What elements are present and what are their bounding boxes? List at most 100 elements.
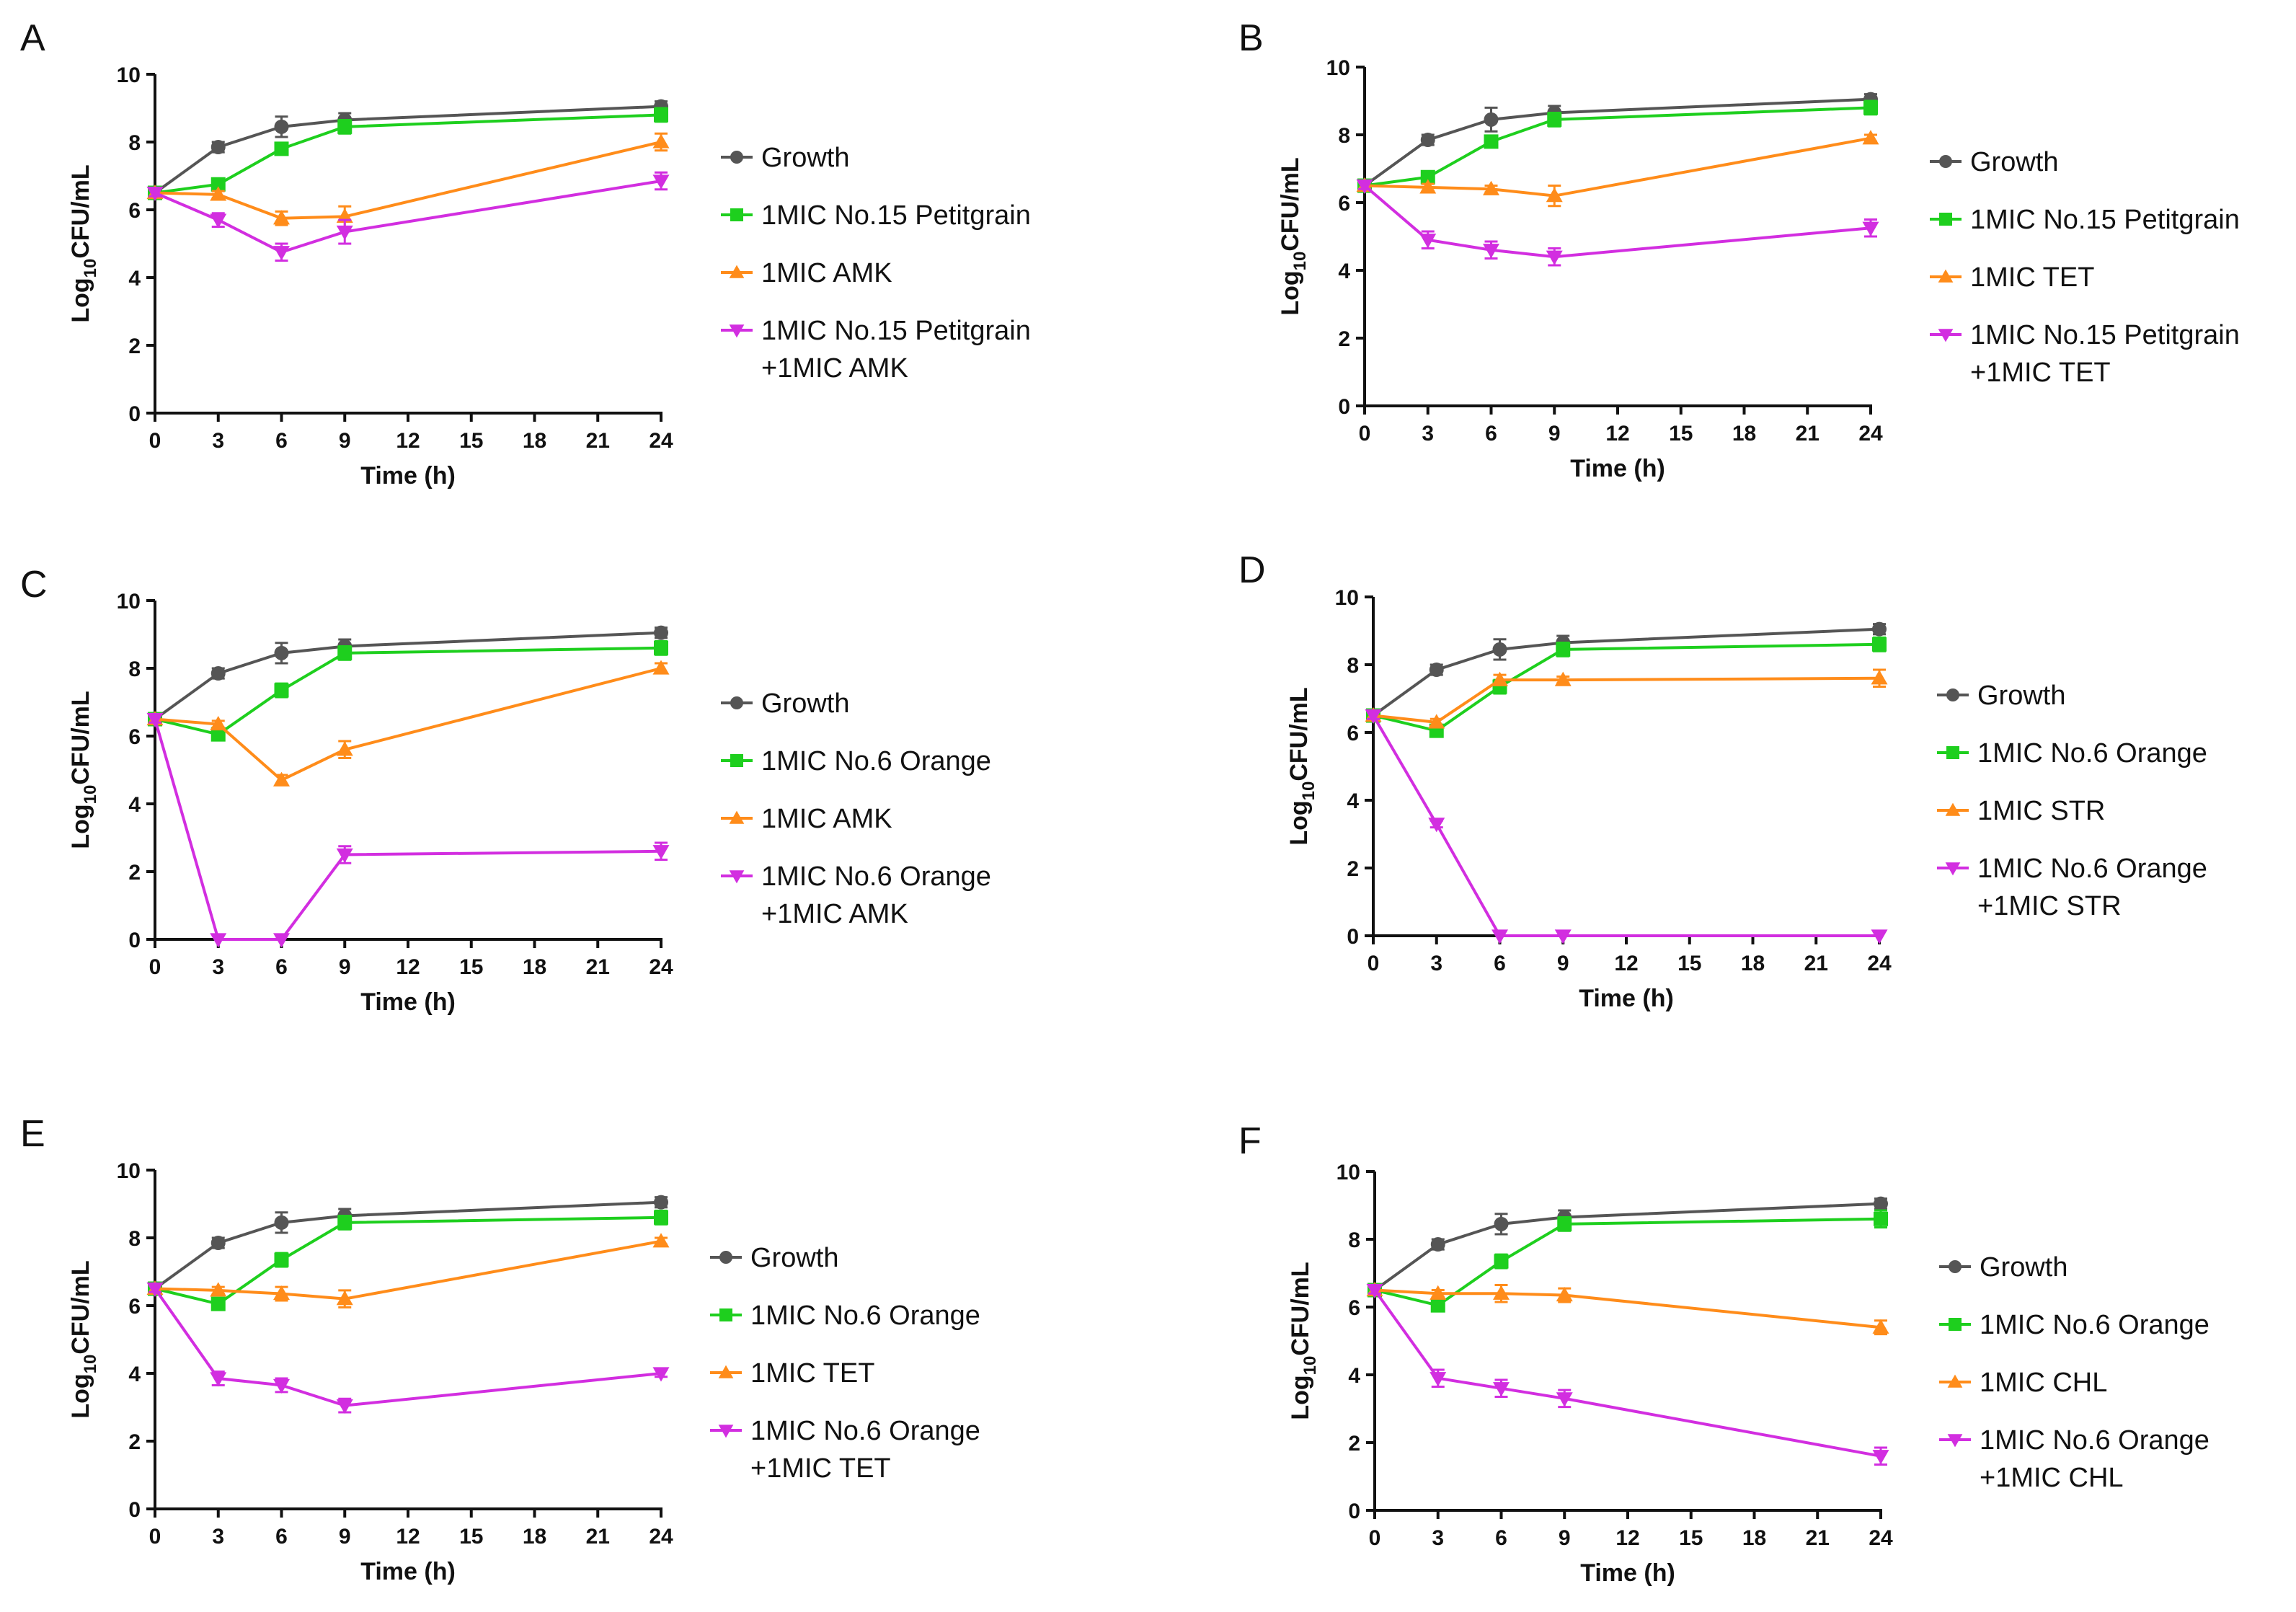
- y-tick-label: 10: [1337, 1161, 1360, 1184]
- data-point: [654, 640, 668, 655]
- y-tick-label: 4: [128, 267, 141, 291]
- legend-marker: [1947, 1434, 1963, 1448]
- series-triangle-up: [146, 660, 670, 787]
- data-point: [1428, 818, 1445, 833]
- x-tick-label: 24: [649, 429, 673, 453]
- data-point: [1494, 1216, 1509, 1231]
- data-point: [210, 1236, 226, 1251]
- legend-label: 1MIC CHL: [1980, 1368, 2107, 1398]
- x-axis-title: Time (h): [1570, 455, 1665, 482]
- data-point: [1872, 621, 1887, 637]
- legend: Growth 1MIC No.15 Petitgrain 1MIC AMK 1MIC …: [721, 143, 1031, 384]
- data-point: [1872, 1450, 1889, 1465]
- series-square: [148, 107, 668, 200]
- data-point: [1872, 1319, 1889, 1334]
- y-tick-label: 10: [1335, 586, 1359, 610]
- y-tick-label: 2: [128, 1430, 141, 1454]
- y-tick-label: 0: [1338, 395, 1350, 419]
- series-circle: [1368, 1196, 1888, 1298]
- data-point: [1366, 1283, 1383, 1298]
- x-tick-label: 15: [1679, 1526, 1703, 1550]
- y-axis-title: Log10CFU/mL: [1287, 1262, 1320, 1420]
- legend: Growth 1MIC No.6 Orange 1MIC CHL 1MIC No.6 …: [1939, 1252, 2209, 1493]
- series-line: [1373, 1289, 1881, 1458]
- legend-marker: [719, 1251, 732, 1264]
- data-point: [336, 225, 353, 241]
- data-point: [146, 1282, 164, 1297]
- x-axis-title: Time (h): [360, 462, 456, 490]
- y-axis-title: Log10CFU/mL: [1277, 157, 1310, 315]
- data-point: [1492, 642, 1507, 657]
- series-square: [148, 639, 668, 742]
- legend-label: 1MIC No.15 Petitgrain: [1970, 205, 2240, 235]
- x-tick-label: 0: [149, 955, 161, 979]
- x-tick-label: 15: [459, 429, 483, 453]
- x-tick-label: 3: [1432, 1526, 1444, 1550]
- y-tick-label: 8: [128, 1227, 141, 1251]
- data-point: [1430, 1372, 1447, 1387]
- x-tick-label: 12: [396, 429, 420, 453]
- legend-label: 1MIC No.6 Orange: [1980, 1310, 2209, 1340]
- data-point: [337, 645, 353, 660]
- x-tick-label: 21: [1804, 952, 1828, 975]
- y-tick-label: 4: [128, 793, 141, 817]
- series-line: [154, 646, 662, 736]
- data-point: [210, 140, 226, 155]
- data-point: [1874, 1211, 1888, 1226]
- data-point: [1874, 1196, 1888, 1211]
- x-tick-label: 9: [1548, 422, 1561, 446]
- data-point: [1428, 714, 1445, 729]
- y-tick-label: 6: [1347, 722, 1359, 745]
- data-point: [654, 1210, 668, 1225]
- legend-label: Growth: [761, 688, 849, 719]
- x-tick-label: 9: [339, 1525, 351, 1549]
- x-tick-label: 0: [1369, 1526, 1381, 1550]
- legend-marker: [1939, 155, 1952, 168]
- x-tick-label: 21: [586, 429, 610, 453]
- legend-marker: [729, 324, 745, 338]
- y-tick-label: 2: [1347, 857, 1359, 881]
- y-axis-title: Log10CFU/mL: [67, 164, 100, 322]
- x-tick-label: 12: [1605, 422, 1629, 446]
- legend-label: +1MIC STR: [1977, 891, 2122, 921]
- data-point: [1419, 179, 1437, 194]
- legend-label: Growth: [750, 1243, 838, 1273]
- x-tick-label: 0: [1359, 422, 1371, 446]
- y-tick-label: 2: [1348, 1432, 1360, 1456]
- legend-marker: [1945, 802, 1961, 816]
- data-point: [1429, 663, 1444, 678]
- legend-marker: [730, 151, 743, 164]
- x-tick-label: 12: [396, 1525, 420, 1549]
- legend-marker: [1949, 1260, 1962, 1273]
- data-point: [210, 1282, 227, 1297]
- data-point: [1420, 169, 1435, 185]
- series-line: [154, 113, 662, 195]
- legend-marker: [730, 696, 743, 709]
- legend-marker: [1949, 1318, 1962, 1331]
- y-axis-title: Log10CFU/mL: [67, 1260, 100, 1418]
- data-point: [1483, 180, 1499, 195]
- x-tick-label: 0: [149, 1525, 161, 1549]
- legend-label: 1MIC No.6 Orange: [750, 1301, 980, 1331]
- data-point: [1430, 1237, 1445, 1252]
- series-line: [154, 1239, 662, 1301]
- data-point: [273, 246, 290, 261]
- data-point: [1556, 642, 1571, 657]
- series-circle: [1357, 92, 1878, 193]
- data-point: [1491, 929, 1508, 944]
- y-tick-label: 8: [128, 131, 141, 155]
- series-line: [154, 1200, 662, 1290]
- data-point: [146, 712, 164, 727]
- x-tick-label: 18: [523, 429, 546, 453]
- x-tick-label: 9: [339, 955, 351, 979]
- data-point: [1871, 670, 1888, 685]
- data-point: [274, 645, 289, 660]
- x-tick-label: 24: [1869, 1526, 1893, 1550]
- y-tick-label: 10: [117, 590, 141, 614]
- legend-marker: [1946, 746, 1959, 759]
- data-point: [1356, 179, 1373, 194]
- x-tick-label: 18: [1741, 952, 1765, 975]
- data-point: [273, 1378, 290, 1394]
